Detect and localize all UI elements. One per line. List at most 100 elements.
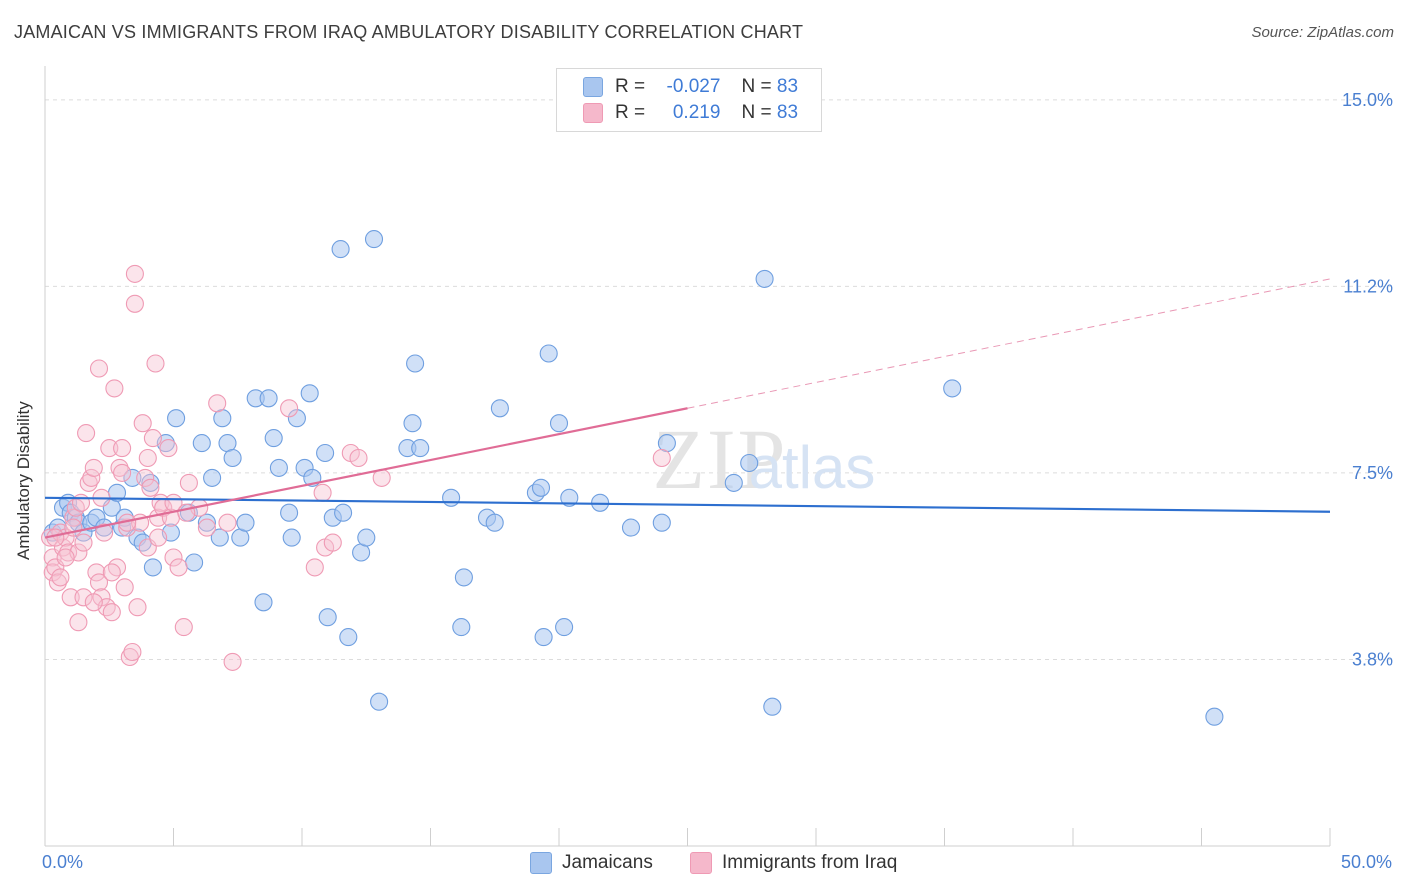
jamaican-point [185, 553, 204, 572]
y-tick-label: 15.0% [1342, 90, 1393, 110]
iraq-point [84, 458, 103, 477]
iraq-point [89, 573, 109, 592]
iraq-point [164, 548, 183, 567]
iraq-point [69, 613, 88, 632]
legend-item-iraq: Immigrants from Iraq [690, 852, 897, 874]
jamaican-point [724, 473, 743, 492]
jamaican-point [192, 434, 211, 453]
legend-n-label: N = [741, 76, 772, 97]
iraq-point [149, 528, 168, 547]
jamaican-point [549, 414, 569, 433]
jamaican-point [490, 399, 509, 418]
jamaican-point [141, 473, 160, 492]
jamaican-point [236, 513, 255, 532]
legend-label-iraq: Immigrants from Iraq [722, 852, 898, 873]
iraq-point [105, 379, 124, 398]
iraq-point [125, 294, 144, 313]
iraq-point [652, 448, 671, 468]
iraq-point [120, 647, 139, 667]
jamaican-point [318, 608, 337, 627]
jamaican-point [763, 697, 782, 716]
jamaican-point [287, 409, 306, 428]
gridlines [45, 99, 1392, 660]
watermark: ZIP [653, 411, 788, 507]
jamaican-point [264, 429, 283, 448]
legend-n-value: 83 [776, 102, 799, 123]
iraq-point [48, 573, 67, 592]
jamaican-point [411, 439, 430, 458]
jamaican-point [364, 230, 384, 249]
iraq-point [107, 558, 127, 577]
jamaican-point [560, 488, 579, 507]
legend-n-label: N = [741, 102, 772, 123]
jamaican-trend-line [44, 496, 1331, 513]
iraq-point [61, 588, 80, 607]
jamaican-point [539, 344, 558, 363]
iraq-point [133, 414, 152, 433]
legend-row-iraq: R = 0.219 N = 83 [583, 101, 798, 125]
iraq-point [174, 618, 193, 637]
y-tick-labels: 15.0% 11.2% 7.5% 3.8% [1342, 90, 1393, 670]
legend-label-jamaicans: Jamaicans [562, 852, 653, 873]
jamaican-point [269, 458, 288, 477]
iraq-point [146, 354, 165, 373]
chart-title: JAMAICAN VS IMMIGRANTS FROM IRAQ AMBULAT… [14, 22, 804, 42]
iraq-point [89, 359, 109, 378]
iraq-point [74, 533, 93, 552]
axes [44, 66, 1331, 847]
jamaican-point [555, 618, 574, 637]
iraq-point [128, 598, 147, 617]
legend-swatch-jamaicans [583, 77, 603, 97]
jamaican-point [1205, 707, 1224, 726]
jamaican-point [485, 513, 504, 532]
jamaican-point [370, 692, 389, 711]
jamaican-point [740, 453, 759, 473]
jamaican-point [531, 478, 551, 497]
legend-r-label: R = [615, 102, 646, 123]
iraq-point [123, 642, 142, 662]
iraq-point [56, 548, 75, 567]
iraq-point [51, 568, 70, 587]
jamaican-point [282, 528, 301, 547]
iraq-point [100, 439, 119, 458]
iraq-point [218, 513, 237, 532]
iraq-point [177, 503, 196, 522]
x-tick-max: 50.0% [1340, 852, 1392, 872]
jamaican-point [406, 354, 425, 373]
iraq-point [349, 448, 368, 468]
jamaican-point [454, 568, 473, 587]
iraq-point [136, 468, 155, 487]
jamaican-point [223, 448, 242, 468]
iraq-point [71, 493, 91, 512]
iraq-point [143, 429, 162, 448]
legend-swatch-iraq [583, 103, 603, 123]
jamaican-point [943, 379, 962, 398]
legend-item-jamaicans: Jamaicans [530, 852, 653, 874]
stats-legend: R = -0.027 N = 83 R = 0.219 N = 83 [556, 68, 822, 132]
jamaican-point [331, 240, 350, 259]
iraq-point [141, 478, 160, 497]
jamaican-point [123, 468, 142, 487]
jamaican-point [300, 384, 319, 403]
legend-r-value: 0.219 [672, 102, 721, 123]
iraq-point [179, 473, 198, 492]
jamaican-point [339, 628, 358, 647]
jamaican-point [197, 513, 216, 532]
iraq-point [159, 439, 178, 458]
iraq-point [102, 603, 121, 622]
legend-r-value: -0.027 [666, 76, 721, 97]
iraq-point [115, 578, 134, 597]
watermark-atlas: atlas [749, 434, 876, 501]
jamaican-point [210, 528, 229, 547]
x-tick-min: 0.0% [42, 852, 84, 872]
legend-n-value: 83 [776, 76, 799, 97]
jamaican-point [534, 628, 553, 647]
iraq-point [77, 424, 96, 443]
series-legend: Jamaicans Immigrants from Iraq [0, 852, 1406, 878]
jamaican-point [334, 503, 353, 522]
iraq-point [110, 458, 129, 477]
jamaican-point [259, 389, 278, 408]
jamaican-point [280, 503, 299, 522]
jamaican-point [452, 618, 471, 637]
